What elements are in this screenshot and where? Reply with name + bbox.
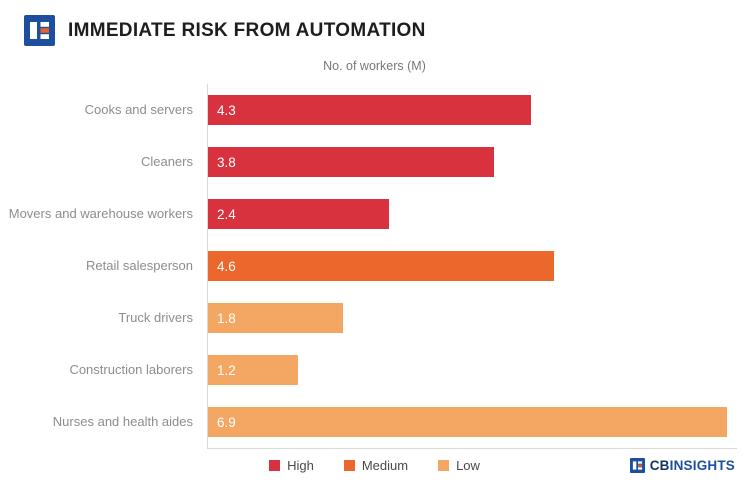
legend: High Medium Low <box>0 458 749 473</box>
bar-value-label: 1.8 <box>217 310 236 326</box>
chart-row: Nurses and health aides 6.9 <box>0 396 749 448</box>
legend-item-low: Low <box>438 458 480 473</box>
bar-track: 3.8 <box>207 136 749 188</box>
bar: 4.6 <box>208 251 555 281</box>
bar: 3.8 <box>208 147 494 177</box>
category-label: Truck drivers <box>118 309 193 325</box>
bar-chart: Cooks and servers 4.3 Cleaners 3.8 Movers an… <box>0 84 749 448</box>
page-title: IMMEDIATE RISK FROM AUTOMATION <box>68 19 426 41</box>
legend-label: High <box>287 458 314 473</box>
chart-row: Movers and warehouse workers 2.4 <box>0 188 749 240</box>
cb-insights-footer-icon <box>629 458 645 473</box>
bar-track: 1.2 <box>207 344 749 396</box>
x-axis-line <box>207 448 737 449</box>
bar-value-label: 6.9 <box>217 414 236 430</box>
category-label: Construction laborers <box>69 361 193 377</box>
bar-value-label: 2.4 <box>217 206 236 222</box>
footer: High Medium Low CBINSIGHTS <box>0 458 749 478</box>
legend-swatch <box>343 460 355 471</box>
legend-swatch <box>438 460 450 471</box>
bar-track: 4.6 <box>207 240 749 292</box>
legend-label: Low <box>456 458 480 473</box>
category-label: Nurses and health aides <box>52 413 193 429</box>
chart-row: Cleaners 3.8 <box>0 136 749 188</box>
brand-cb-text: CB <box>649 458 670 473</box>
bar-track: 6.9 <box>207 396 749 448</box>
brand-logo: CBINSIGHTS <box>629 458 735 473</box>
category-label: Movers and warehouse workers <box>8 205 193 221</box>
category-label: Cleaners <box>140 153 193 169</box>
bar: 4.3 <box>208 95 532 125</box>
chart-row: Retail salesperson 4.6 <box>0 240 749 292</box>
header: IMMEDIATE RISK FROM AUTOMATION <box>0 0 749 46</box>
brand-insights-text: INSIGHTS <box>669 458 735 473</box>
bar: 2.4 <box>208 199 389 229</box>
chart-row: Truck drivers 1.8 <box>0 292 749 344</box>
bar-track: 2.4 <box>207 188 749 240</box>
bar-value-label: 1.2 <box>217 362 236 378</box>
category-label: Retail salesperson <box>86 257 193 273</box>
cb-insights-logo-icon <box>24 15 55 46</box>
bar: 1.8 <box>208 303 344 333</box>
bar-value-label: 4.6 <box>217 258 236 274</box>
bar: 6.9 <box>208 407 727 437</box>
legend-item-medium: Medium <box>343 458 409 473</box>
legend-label: Medium <box>361 458 409 473</box>
legend-item-high: High <box>269 458 314 473</box>
legend-swatch <box>269 460 281 471</box>
category-label: Cooks and servers <box>84 101 193 117</box>
bar-track: 1.8 <box>207 292 749 344</box>
chart-row: Construction laborers 1.2 <box>0 344 749 396</box>
brand-text: CBINSIGHTS <box>650 458 735 473</box>
bar: 1.2 <box>208 355 299 385</box>
axis-title: No. of workers (M) <box>323 59 426 73</box>
bar-value-label: 4.3 <box>217 102 236 118</box>
bar-value-label: 3.8 <box>217 154 236 170</box>
chart-row: Cooks and servers 4.3 <box>0 84 749 136</box>
bar-track: 4.3 <box>207 84 749 136</box>
